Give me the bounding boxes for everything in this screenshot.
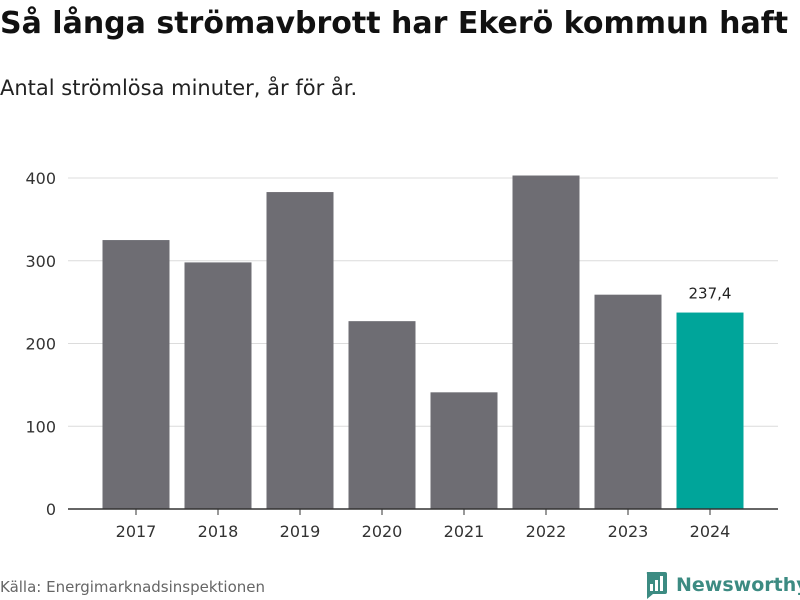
bar-2019 xyxy=(266,192,334,509)
y-tick-label: 100 xyxy=(25,417,56,436)
bar-2018 xyxy=(184,262,252,509)
y-tick-label: 300 xyxy=(25,252,56,271)
x-tick-label: 2020 xyxy=(362,522,403,541)
bar-2020 xyxy=(348,321,416,509)
newsworthy-logo-icon xyxy=(646,572,667,599)
brand-name: Newsworthy xyxy=(676,574,800,596)
x-tick-label: 2021 xyxy=(444,522,485,541)
axes: 0 100 200 300 400 2017 2018 2019 2020 2021 2022 202… xyxy=(25,169,778,541)
x-tick-label: 2018 xyxy=(198,522,239,541)
data-label: 237,4 xyxy=(689,285,732,303)
brand-logo: Newsworthy xyxy=(644,571,800,599)
x-tick-label: 2024 xyxy=(690,522,731,541)
bar-2023 xyxy=(594,294,662,509)
source-note: Källa: Energimarknadsinspektionen xyxy=(0,578,266,596)
bar-chart: 0 100 200 300 400 2017 2018 2019 2020 2021 2022 202… xyxy=(25,169,778,541)
y-tick-label: 200 xyxy=(25,335,56,354)
chart-subtitle: Antal strömlösa minuter, år för år. xyxy=(0,76,358,100)
x-tick-label: 2023 xyxy=(608,522,649,541)
bar-2024 xyxy=(676,312,744,509)
y-tick-label: 400 xyxy=(25,169,56,188)
bar-2017 xyxy=(102,240,170,509)
bar-2021 xyxy=(430,392,498,509)
x-tick-label: 2017 xyxy=(116,522,157,541)
chart-title: Så långa strömavbrott har Ekerö kommun h… xyxy=(0,6,789,41)
bars xyxy=(102,175,744,509)
bar-2022 xyxy=(512,175,580,509)
data-labels: 237,4 xyxy=(689,285,732,303)
x-tick-label: 2019 xyxy=(280,522,321,541)
x-tick-label: 2022 xyxy=(526,522,567,541)
y-tick-label: 0 xyxy=(46,500,56,519)
gridlines xyxy=(68,177,778,427)
